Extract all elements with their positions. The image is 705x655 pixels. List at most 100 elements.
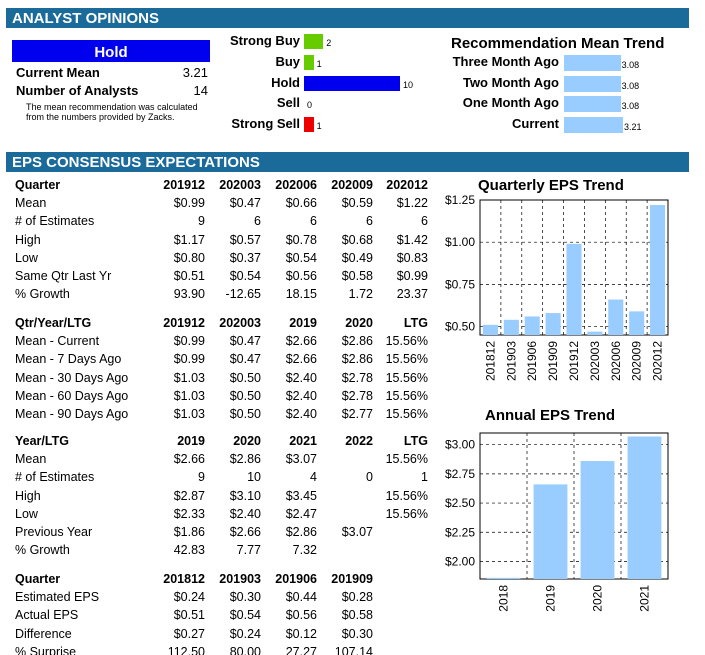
- table-cell: 23.37: [396, 287, 428, 302]
- y-tick-label: $1.00: [445, 235, 475, 249]
- table-row: High $1.17 $0.57 $0.78 $0.68 $1.42: [15, 231, 428, 249]
- eps-bar: [608, 299, 624, 335]
- table-cell: 9: [198, 214, 205, 229]
- x-tick-label: 2018: [497, 585, 511, 612]
- eps-bar: [566, 243, 582, 335]
- table-row: Mean $0.99 $0.47 $0.66 $0.59 $1.22: [15, 194, 428, 212]
- y-tick-label: $2.00: [445, 554, 475, 568]
- rec-bar: [304, 54, 314, 70]
- table-cell: $2.66: [285, 334, 317, 349]
- table-cell: $3.07: [341, 525, 373, 540]
- row-label: % Growth: [15, 287, 70, 302]
- table-cell: $0.27: [173, 626, 205, 641]
- table-cell: [317, 450, 373, 468]
- table-cell: $0.58: [341, 269, 373, 284]
- table-cell: $0.37: [229, 250, 261, 265]
- row-label: Previous Year: [15, 525, 93, 540]
- table-cell: 6: [421, 214, 428, 229]
- table-cell: 201912: [163, 316, 205, 331]
- table-row: Mean $2.66 $2.86 $3.07 15.56%: [15, 450, 428, 468]
- table-cell: 15.56%: [385, 488, 428, 503]
- rec-mean-trend: Three Month Ago 3.08 Two Month Ago 3.08 One …: [440, 54, 690, 138]
- table-cell: $2.86: [341, 352, 373, 367]
- table-cell: $0.57: [229, 232, 261, 247]
- rec-label: Strong Buy: [229, 33, 300, 48]
- table-cell: 2019: [289, 316, 317, 331]
- table-cell: $2.66: [285, 352, 317, 367]
- row-label: # of Estimates: [15, 470, 95, 485]
- row-label: Mean - 60 Days Ago: [15, 388, 129, 403]
- table-cell: $1.17: [173, 232, 205, 247]
- table-cell: $0.47: [229, 334, 261, 349]
- eps-bar: [545, 313, 561, 335]
- table-cell: 202006: [275, 178, 317, 193]
- row-label: Difference: [15, 626, 72, 641]
- table-cell: $0.24: [173, 590, 205, 605]
- rec-bar: [304, 117, 314, 133]
- table-cell: $0.56: [285, 608, 317, 623]
- table-cell: 2020: [233, 434, 261, 449]
- table-cell: $0.54: [285, 250, 317, 265]
- row-label: Low: [15, 250, 38, 265]
- table-cell: 15.56%: [385, 352, 428, 367]
- table-cell: $0.50: [229, 370, 261, 385]
- table-cell: 42.83: [173, 543, 205, 558]
- table-cell: $1.42: [396, 232, 428, 247]
- table-cell: 201903: [219, 572, 261, 587]
- row-label: Mean - 30 Days Ago: [15, 370, 129, 385]
- consensus-revisions-table: Qtr/Year/LTG 201912 202003 2019 2020 LTG Mean …: [15, 314, 428, 423]
- num-analysts-value: 14: [193, 83, 208, 98]
- table-cell: 202012: [386, 178, 428, 193]
- trend-bar: [564, 55, 621, 71]
- table-cell: 27.27: [285, 644, 317, 655]
- table-cell: 4: [310, 470, 317, 485]
- row-label: Mean: [15, 196, 47, 211]
- table-row: Actual EPS $0.51 $0.54 $0.56 $0.58: [15, 606, 373, 624]
- table-header-row: Year/LTG 2019 2020 2021 2022 LTG: [15, 432, 428, 450]
- table-cell: -12.65: [225, 287, 261, 302]
- rec-count: 10: [403, 79, 414, 90]
- table-cell: 15.56%: [385, 370, 428, 385]
- row-label: Estimated EPS: [15, 590, 100, 605]
- x-tick-label: 201909: [546, 341, 560, 381]
- table-row: High $2.87 $3.10 $3.45 15.56%: [15, 487, 428, 505]
- table-cell: 80.00: [229, 644, 261, 655]
- table-cell: [317, 487, 373, 505]
- table-cell: $2.66: [173, 452, 205, 467]
- row-label: Mean: [15, 452, 47, 467]
- current-mean-label: Current Mean: [16, 65, 100, 80]
- row-label: Quarter: [15, 572, 61, 587]
- table-cell: $2.40: [229, 506, 261, 521]
- table-cell: $2.86: [341, 334, 373, 349]
- table-cell: 2021: [289, 434, 317, 449]
- y-tick-label: $0.50: [445, 320, 475, 334]
- table-cell: 15.56%: [385, 506, 428, 521]
- table-row: % Growth 42.83 7.77 7.32: [15, 541, 428, 559]
- table-cell: $2.78: [341, 370, 373, 385]
- x-tick-label: 2021: [638, 585, 652, 612]
- rec-count: 0: [307, 100, 313, 111]
- trend-value: 3.08: [621, 60, 640, 70]
- table-cell: $3.07: [285, 452, 317, 467]
- x-tick-label: 202003: [588, 341, 602, 381]
- table-cell: $2.47: [285, 506, 317, 521]
- table-cell: [373, 541, 428, 559]
- table-row: Difference $0.27 $0.24 $0.12 $0.30: [15, 625, 373, 643]
- table-cell: 10: [247, 470, 261, 485]
- table-cell: 201912: [163, 178, 205, 193]
- table-cell: $2.40: [285, 388, 317, 403]
- y-tick-label: $1.25: [445, 194, 475, 207]
- table-cell: $0.51: [173, 269, 205, 284]
- eps-bar: [482, 324, 498, 335]
- table-row: Mean - 60 Days Ago $1.03 $0.50 $2.40 $2.78 15…: [15, 387, 428, 405]
- table-cell: 2019: [177, 434, 205, 449]
- table-cell: 15.56%: [385, 334, 428, 349]
- recommendation-distribution: Strong Buy 2 Buy 1 Hold 10 Sell 0 Strong Sell 1: [216, 33, 436, 138]
- trend-value: 3.08: [621, 101, 640, 111]
- table-cell: $0.78: [285, 232, 317, 247]
- hold-badge: Hold: [12, 40, 210, 62]
- trend-bar: [564, 116, 623, 133]
- table-cell: 7.32: [292, 543, 317, 558]
- table-cell: 202009: [331, 178, 373, 193]
- y-tick-label: $2.50: [445, 496, 475, 510]
